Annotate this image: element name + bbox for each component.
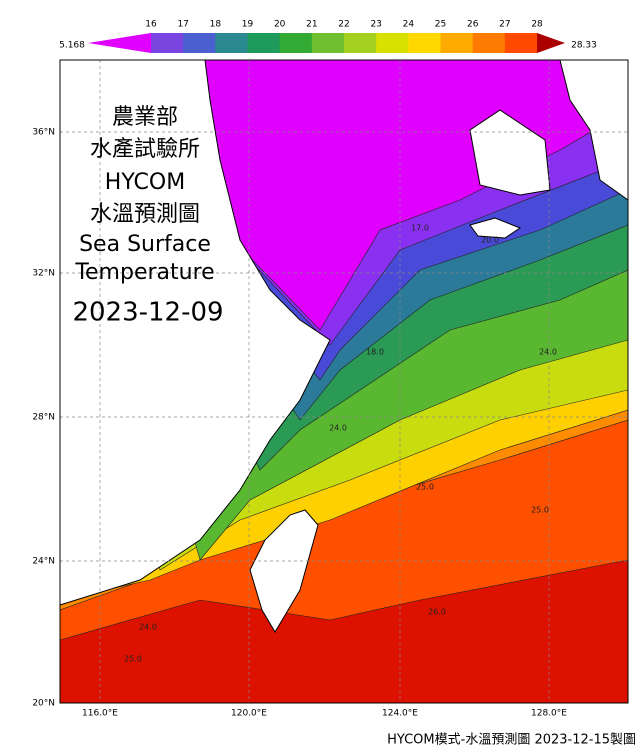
colorbar-label: 18: [210, 20, 222, 30]
contour-label: 24.0: [139, 623, 157, 632]
lat-tick-label: 20°N: [32, 699, 55, 709]
colorbar-label: 16: [145, 20, 157, 30]
korea-land: [469, 109, 551, 196]
contour-label: 24.0: [329, 424, 347, 433]
colorbar-min-label: 5.168: [59, 41, 85, 51]
forecast-date: 2023-12-09: [72, 298, 223, 328]
title-line: Temperature: [74, 260, 214, 285]
lat-tick-label: 32°N: [32, 269, 55, 279]
title-line: Sea Surface: [79, 232, 211, 257]
colorbar-high-triangle: [537, 33, 565, 53]
colorbar-label: 21: [306, 20, 317, 30]
contour-label: 17.0: [411, 224, 429, 233]
colorbar-label: 20: [274, 20, 286, 30]
colorbar-low-triangle: [88, 33, 151, 53]
colorbar-label: 22: [338, 20, 349, 30]
contour-label: 20.0: [481, 236, 499, 245]
colorbar-label: 24: [403, 20, 415, 30]
title-line: 農業部: [112, 105, 178, 130]
contour-label: 26.0: [428, 608, 446, 617]
colorbar-label: 23: [370, 20, 381, 30]
contour-label: 18.0: [366, 348, 384, 357]
contour-label: 24.0: [539, 348, 557, 357]
contour-label: 25.0: [124, 655, 142, 664]
colorbar-box: [472, 33, 506, 53]
colorbar-box: [183, 33, 216, 53]
colorbar-box: [376, 33, 409, 53]
map-frame: [59, 59, 629, 704]
colorbar-box: [408, 33, 442, 53]
title-line: 水溫預測圖: [90, 202, 200, 227]
lat-tick-label: 36°N: [32, 128, 55, 138]
lon-tick-label: 128.0°E: [531, 709, 567, 719]
colorbar-box: [279, 33, 313, 53]
colorbar-box: [440, 33, 474, 53]
colorbar-label: 19: [242, 20, 254, 30]
colorbar-box: [247, 33, 281, 53]
colorbar-label: 25: [435, 20, 446, 30]
title-line: HYCOM: [105, 170, 185, 195]
taiwan-land: [249, 509, 319, 633]
colorbar-box: [504, 33, 538, 53]
colorbar-box: [311, 33, 345, 53]
lon-tick-label: 116.0°E: [82, 709, 118, 719]
contour-label: 25.0: [531, 506, 549, 515]
lat-tick-label: 24°N: [32, 557, 55, 567]
colorbar-box: [344, 33, 377, 53]
japan-land: [559, 60, 628, 201]
colorbar-label: 26: [467, 20, 479, 30]
lat-tick-label: 28°N: [32, 413, 55, 423]
colorbar-box: [215, 33, 249, 53]
title-line: 水產試驗所: [90, 137, 200, 162]
colorbar-label: 28: [531, 20, 543, 30]
colorbar-max-label: 28.33: [571, 41, 597, 51]
lon-tick-label: 124.0°E: [382, 709, 418, 719]
footer: HYCOM模式-水溫預測圖 2023-12-15製圖: [387, 733, 636, 748]
colorbar-box: [151, 33, 184, 53]
china-coastline: [59, 59, 331, 606]
colorbar-label: 17: [177, 20, 188, 30]
contour-label: 25.0: [416, 483, 434, 492]
lon-tick-label: 120.0°E: [231, 709, 267, 719]
island-land: [469, 217, 522, 239]
colorbar-label: 27: [499, 20, 510, 30]
